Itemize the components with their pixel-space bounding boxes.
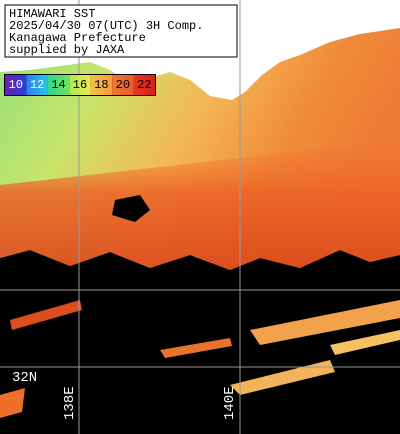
lat-label: 32N (12, 370, 37, 386)
colorbar-cell (112, 75, 134, 95)
colorbar-label: 22 (137, 78, 151, 92)
colorbar-label: 18 (94, 78, 108, 92)
fragment (0, 388, 25, 418)
colorbar-label: 14 (51, 78, 65, 92)
header-box (4, 4, 238, 58)
fragment (230, 360, 335, 395)
fragment (160, 338, 232, 358)
header-line: 2025/04/30 07(UTC) 3H Comp. (9, 19, 203, 33)
header-line: HIMAWARI SST (9, 7, 95, 21)
header-line: Kanagawa Prefecture (9, 31, 146, 45)
fragment (10, 300, 82, 330)
lon-label: 138E (62, 386, 78, 420)
colorbar-label: 10 (9, 78, 23, 92)
colorbar-cell (90, 75, 113, 95)
colorbar-label: 12 (30, 78, 44, 92)
colorbar-cell (5, 75, 27, 95)
colorbar-cell (133, 75, 155, 95)
lon-label: 140E (222, 386, 238, 420)
sst-fragments (0, 300, 400, 418)
colorbar: 10 12 14 16 18 20 22 (4, 74, 156, 96)
colorbar-cell (47, 75, 70, 95)
warm-band (0, 140, 400, 270)
fragment (250, 300, 400, 345)
fragment (330, 330, 400, 355)
colorbar-cell (26, 75, 48, 95)
colorbar-label: 20 (116, 78, 130, 92)
cloud-gap (112, 195, 150, 222)
header-line: supplied by JAXA (9, 43, 125, 57)
colorbar-cell (69, 75, 91, 95)
colorbar-label: 16 (73, 78, 87, 92)
